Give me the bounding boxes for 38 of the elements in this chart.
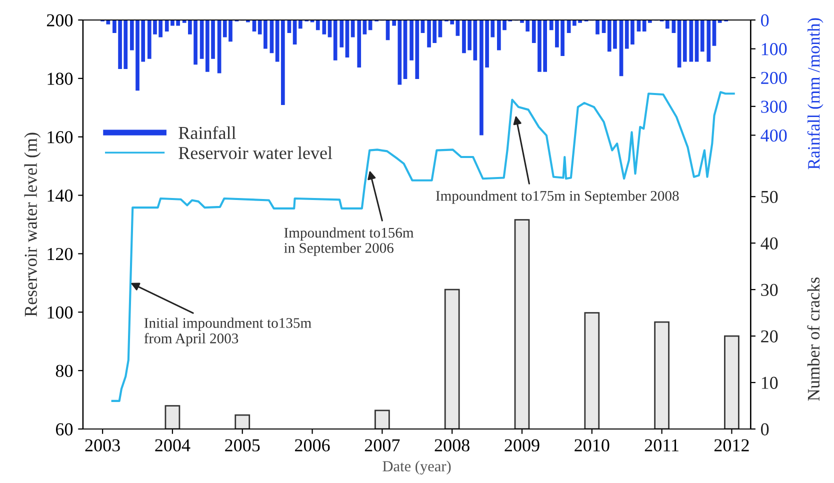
x-tick-label: 2007	[364, 439, 400, 452]
y2-tick-label: 10	[762, 376, 778, 389]
annotation: Impoundment to175m in September 2008	[436, 190, 679, 204]
y3-tick-label: 100	[762, 43, 787, 56]
x-axis-title: Date (year)	[382, 460, 451, 475]
annotation: Initial impoundment to135m from April 2003	[144, 318, 312, 346]
y3-axis-title: Rainfall (mm /month)	[807, 18, 824, 170]
y2-tick-label: 0	[761, 423, 769, 436]
y3-tick-label: 200	[761, 72, 787, 84]
legend-label: Rainfall	[178, 126, 236, 140]
y2-axis-title: Number of cracks	[807, 277, 820, 401]
x-tick-label: 2011	[644, 439, 678, 452]
x-tick-label: 2008	[434, 439, 470, 452]
y-tick-label: 80	[56, 364, 73, 378]
y-tick-label: 160	[48, 131, 73, 144]
y-tick-label: 180	[48, 72, 73, 85]
y2-tick-label: 30	[761, 284, 778, 296]
y-tick-label: 200	[46, 14, 73, 26]
x-tick-label: 2004	[155, 439, 190, 452]
y3-tick-label: 0	[761, 14, 769, 26]
x-tick-label: 2003	[85, 439, 120, 452]
x-tick-label: 2006	[295, 439, 330, 452]
y-axis-title: Reservoir water level (m)	[24, 132, 41, 316]
y3-tick-label: 300	[761, 100, 787, 113]
y2-tick-label: 20	[761, 330, 778, 342]
y-tick-label: 100	[48, 306, 73, 319]
x-tick-label: 2009	[504, 439, 540, 452]
x-tick-label: 2005	[225, 439, 260, 452]
y-tick-label: 60	[56, 423, 73, 436]
x-tick-label: 2012	[714, 439, 749, 452]
legend-label: Reservoir water level	[178, 146, 332, 160]
x-tick-label: 2010	[574, 439, 610, 452]
y2-tick-label: 40	[760, 237, 778, 250]
y-tick-label: 140	[48, 190, 73, 202]
y2-tick-label: 50	[761, 190, 778, 204]
annotation: Impoundment to156m in September 2006	[284, 227, 414, 256]
y-tick-label: 120	[48, 248, 73, 260]
y3-tick-label: 400	[760, 129, 787, 142]
